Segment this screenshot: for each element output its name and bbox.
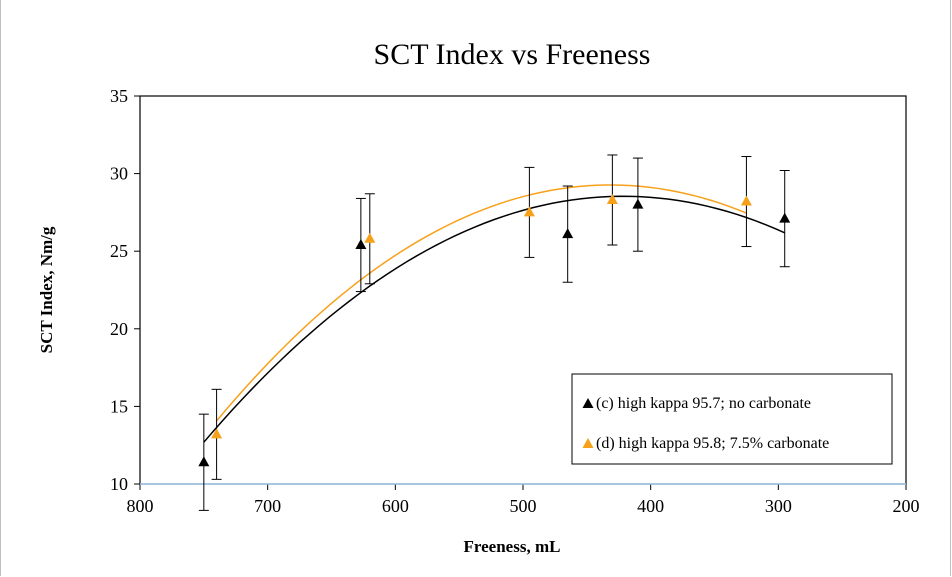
y-tick-label: 20: [110, 319, 128, 339]
legend: (c) high kappa 95.7; no carbonate (d) hig…: [571, 373, 893, 465]
y-tick-label: 35: [110, 86, 128, 106]
legend-label: (d) high kappa 95.8; 7.5% carbonate: [596, 435, 829, 452]
x-tick-label: 700: [254, 496, 281, 516]
x-axis: 800 700 600 500 400 300 200: [127, 484, 920, 516]
data-points: [198, 193, 791, 467]
x-axis-label: Freeness, mL: [464, 537, 561, 556]
y-tick-label: 30: [110, 164, 128, 184]
data-point: [562, 228, 574, 239]
data-point: [740, 195, 752, 206]
trendlines: [203, 184, 786, 443]
data-point: [355, 238, 367, 249]
x-tick-label: 600: [382, 496, 409, 516]
x-tick-label: 500: [510, 496, 537, 516]
data-point: [523, 206, 535, 217]
y-tick-label: 10: [110, 474, 128, 494]
data-point: [606, 193, 618, 204]
x-tick-label: 300: [765, 496, 792, 516]
data-point: [198, 456, 210, 467]
x-tick-label: 800: [127, 496, 154, 516]
legend-marker: [582, 398, 594, 408]
data-point: [632, 198, 644, 209]
chart-title: SCT Index vs Freeness: [374, 38, 651, 71]
x-tick-label: 400: [637, 496, 664, 516]
data-point: [779, 212, 791, 223]
trendline-0: [203, 195, 786, 443]
y-tick-label: 15: [110, 396, 128, 416]
x-tick-label: 200: [893, 496, 920, 516]
legend-box: [571, 373, 893, 465]
data-point: [364, 232, 376, 243]
data-point: [211, 428, 223, 439]
y-tick-label: 25: [110, 241, 128, 261]
trendline-1: [216, 184, 747, 422]
legend-label: (c) high kappa 95.7; no carbonate: [596, 395, 811, 412]
y-axis-label: SCT Index, Nm/g: [37, 226, 56, 353]
legend-marker: [582, 438, 594, 448]
y-axis: 10 15 20 25 30 35: [110, 86, 140, 494]
